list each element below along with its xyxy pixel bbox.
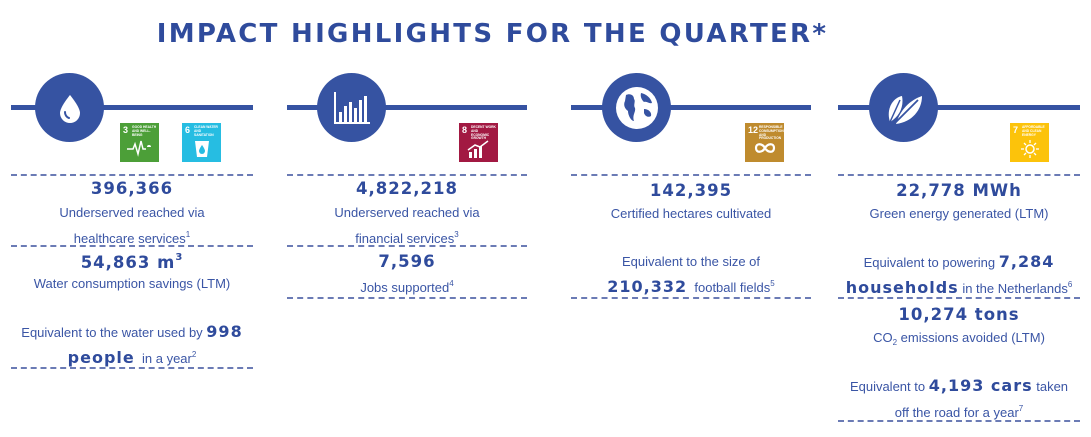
divider (287, 297, 527, 299)
divider (838, 174, 1080, 176)
desc-green-energy: Green energy generated (LTM) (869, 206, 1049, 221)
health-circle (35, 73, 104, 142)
divider (571, 174, 811, 176)
water-drop-icon (59, 94, 80, 123)
header-line (287, 105, 527, 110)
finance-circle (317, 73, 386, 142)
divider (838, 420, 1080, 422)
heartbeat-icon (127, 140, 151, 157)
desc-certified-hectares: Certified hectares cultivated (610, 206, 772, 221)
desc-underserved-financial: Underserved reached via financial servic… (334, 205, 480, 246)
desc-water-savings: Water consumption savings (LTM) (33, 276, 231, 291)
stat-underserved-financial: 4,822,218 (356, 179, 458, 198)
cars-equivalent: Equivalent to 4,193 cars taken off the r… (849, 376, 1069, 420)
finance-column: 8 DECENT WORK AND ECONOMIC GROWTH 4,822,… (287, 68, 527, 437)
divider (287, 245, 527, 247)
health-column: 3 GOOD HEALTH AND WELL-BEING 6 CLEAN WAT… (11, 68, 253, 437)
sdg-8-badge: 8 DECENT WORK AND ECONOMIC GROWTH (459, 123, 498, 162)
divider (11, 245, 253, 247)
divider (838, 297, 1080, 299)
leaves-icon (888, 95, 922, 127)
stat-water-savings: 54,863 m3 (80, 252, 184, 272)
infinity-icon (754, 143, 776, 153)
football-equivalent: Equivalent to the size of 210,332 footba… (607, 254, 775, 296)
growth-chart-icon (467, 140, 489, 158)
water-glass-icon (195, 141, 209, 157)
desc-co2-avoided: CO2 emissions avoided (LTM) (873, 330, 1045, 347)
stat-co2-avoided: 10,274 tons (898, 305, 1020, 324)
energy-column: 7 AFFORDABLE AND CLEAN ENERGY 22,778 MWh… (838, 68, 1080, 437)
header-line (571, 105, 811, 110)
stat-jobs-supported: 7,596 (378, 252, 436, 271)
bar-chart-icon (333, 91, 370, 124)
page-title: IMPACT HIGHLIGHTS FOR THE QUARTER* (156, 19, 829, 49)
land-circle (602, 73, 671, 142)
sdg-6-badge: 6 CLEAN WATER AND SANITATION (182, 123, 221, 162)
households-equivalent: Equivalent to powering 7,284 households … (845, 252, 1073, 297)
sdg-12-badge: 12 RESPONSIBLE CONSUMPTION AND PRODUCTIO… (745, 123, 784, 162)
sun-icon (1021, 140, 1039, 158)
energy-circle (869, 73, 938, 142)
stat-underserved-healthcare: 396,366 (90, 179, 174, 198)
land-column: 12 RESPONSIBLE CONSUMPTION AND PRODUCTIO… (571, 68, 811, 437)
stat-green-energy: 22,778 MWh (896, 181, 1022, 200)
globe-icon (615, 86, 658, 129)
sdg-7-badge: 7 AFFORDABLE AND CLEAN ENERGY (1010, 123, 1049, 162)
sdg-3-badge: 3 GOOD HEALTH AND WELL-BEING (120, 123, 159, 162)
divider (571, 297, 811, 299)
divider (287, 174, 527, 176)
divider (11, 367, 253, 369)
stat-certified-hectares: 142,395 (649, 181, 733, 200)
divider (11, 174, 253, 176)
desc-jobs-supported: Jobs supported4 (360, 279, 454, 295)
water-equivalent: Equivalent to the water used by 998 peop… (21, 322, 243, 367)
desc-underserved-healthcare: Underserved reached via healthcare servi… (59, 205, 205, 246)
header-line (11, 105, 253, 110)
header-line (838, 105, 1080, 110)
